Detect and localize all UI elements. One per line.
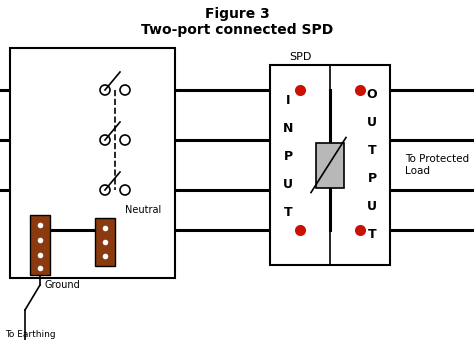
Text: Figure 3: Figure 3	[205, 7, 269, 21]
Text: U: U	[367, 201, 377, 214]
Text: P: P	[283, 150, 292, 163]
Text: U: U	[283, 177, 293, 190]
Bar	[95, 218, 115, 266]
Text: SPD: SPD	[289, 52, 311, 62]
Text: T: T	[368, 228, 376, 241]
Text: Neutral: Neutral	[125, 205, 161, 215]
Text: P: P	[367, 172, 376, 186]
Text: Two-port connected SPD: Two-port connected SPD	[141, 23, 333, 37]
Text: To Protected
Load: To Protected Load	[405, 154, 469, 176]
Text: T: T	[368, 144, 376, 157]
Text: U: U	[367, 117, 377, 130]
Bar	[270, 65, 390, 265]
Bar	[30, 215, 50, 275]
Text: Ground: Ground	[45, 280, 81, 290]
Bar	[316, 142, 344, 187]
Text: I: I	[286, 94, 290, 106]
Bar	[10, 48, 175, 278]
Text: O: O	[367, 88, 377, 102]
Text: N: N	[283, 121, 293, 135]
Text: T: T	[283, 205, 292, 219]
Text: To Earthing
Electrode: To Earthing Electrode	[5, 330, 55, 340]
